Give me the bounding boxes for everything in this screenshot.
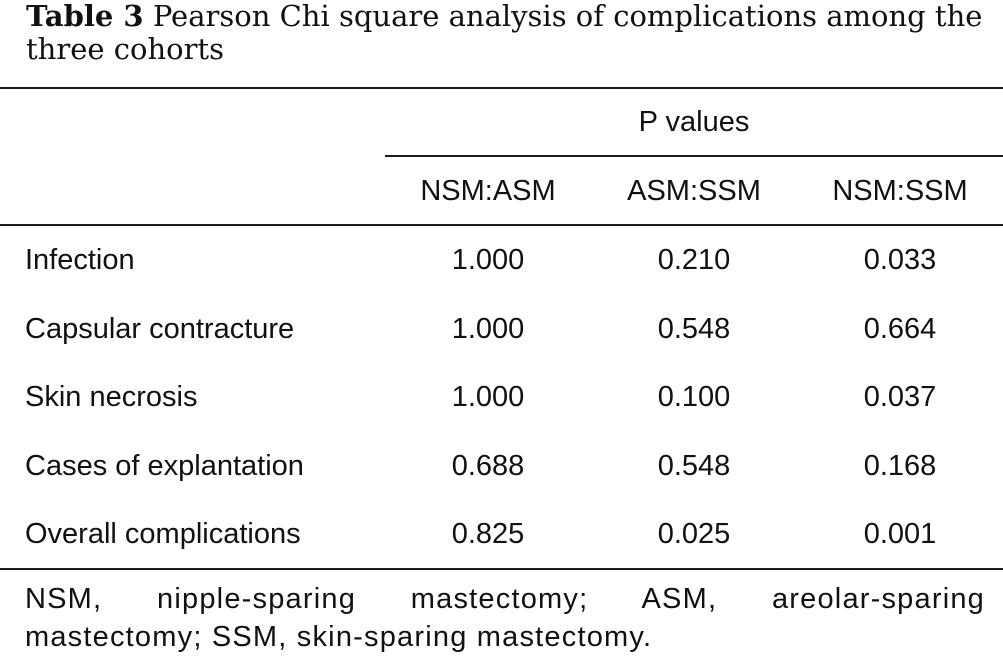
table-cell: 0.210 — [657, 244, 731, 276]
table-cell: 0.548 — [657, 313, 731, 345]
table-cell: 1.000 — [451, 381, 525, 413]
table-footnote: NSM, nipple-sparing mastectomy; ASM, are… — [25, 583, 985, 653]
table-cell: 0.025 — [657, 518, 731, 550]
column-header-nsm-asm: NSM:ASM — [420, 175, 556, 207]
table-cell: 1.000 — [451, 313, 525, 345]
table-top-rule — [0, 87, 1003, 89]
table-cell: 0.688 — [451, 450, 525, 482]
row-label-skin-necrosis: Skin necrosis — [25, 381, 198, 413]
column-header-asm-ssm: ASM:SSM — [627, 175, 761, 207]
table-caption-label: Table 3 — [26, 0, 144, 33]
table-cell: 0.825 — [451, 518, 525, 550]
spanner-rule — [385, 155, 1003, 157]
p-values-spanner-header: P values — [638, 106, 750, 138]
row-label-capsular-contracture: Capsular contracture — [25, 313, 295, 345]
row-label-infection: Infection — [25, 244, 135, 276]
row-label-cases-of-explantation: Cases of explantation — [25, 450, 304, 482]
table-cell: 0.037 — [863, 381, 937, 413]
table-cell: 1.000 — [451, 244, 525, 276]
table-cell: 0.033 — [863, 244, 937, 276]
table-cell: 0.548 — [657, 450, 731, 482]
header-bottom-rule — [0, 224, 1003, 226]
table-caption: Table 3 Pearson Chi square analysis of c… — [26, 0, 986, 66]
table-cell: 0.664 — [863, 313, 937, 345]
table-bottom-rule — [0, 568, 1003, 570]
table-cell: 0.100 — [657, 381, 731, 413]
column-header-nsm-ssm: NSM:SSM — [832, 175, 968, 207]
row-label-overall-complications: Overall complications — [25, 518, 301, 550]
table-cell: 0.168 — [863, 450, 937, 482]
table-caption-text: Pearson Chi square analysis of complicat… — [26, 0, 983, 66]
table-cell: 0.001 — [863, 518, 937, 550]
